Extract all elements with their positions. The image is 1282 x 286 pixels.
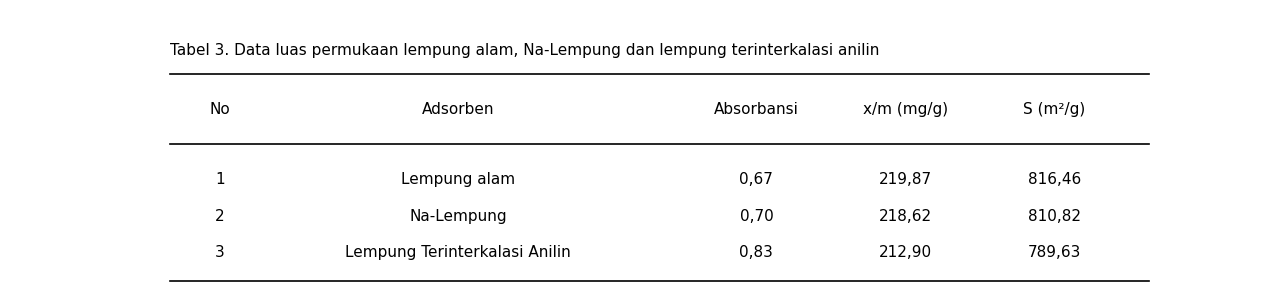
Text: 0,67: 0,67 xyxy=(740,172,773,187)
Text: Adsorben: Adsorben xyxy=(422,102,495,117)
Text: 810,82: 810,82 xyxy=(1028,208,1081,223)
Text: Absorbansi: Absorbansi xyxy=(714,102,799,117)
Text: 0,83: 0,83 xyxy=(740,245,773,260)
Text: 1: 1 xyxy=(215,172,224,187)
Text: Lempung alam: Lempung alam xyxy=(401,172,515,187)
Text: 3: 3 xyxy=(215,245,224,260)
Text: Na-Lempung: Na-Lempung xyxy=(409,208,508,223)
Text: S (m²/g): S (m²/g) xyxy=(1023,102,1086,117)
Text: x/m (mg/g): x/m (mg/g) xyxy=(863,102,947,117)
Text: Tabel 3. Data luas permukaan lempung alam, Na-Lempung dan lempung terinterkalasi: Tabel 3. Data luas permukaan lempung ala… xyxy=(171,43,879,58)
Text: 0,70: 0,70 xyxy=(740,208,773,223)
Text: 219,87: 219,87 xyxy=(879,172,932,187)
Text: Lempung Terinterkalasi Anilin: Lempung Terinterkalasi Anilin xyxy=(345,245,572,260)
Text: 2: 2 xyxy=(215,208,224,223)
Text: 212,90: 212,90 xyxy=(879,245,932,260)
Text: 218,62: 218,62 xyxy=(879,208,932,223)
Text: 789,63: 789,63 xyxy=(1028,245,1081,260)
Text: 816,46: 816,46 xyxy=(1028,172,1081,187)
Text: No: No xyxy=(209,102,231,117)
